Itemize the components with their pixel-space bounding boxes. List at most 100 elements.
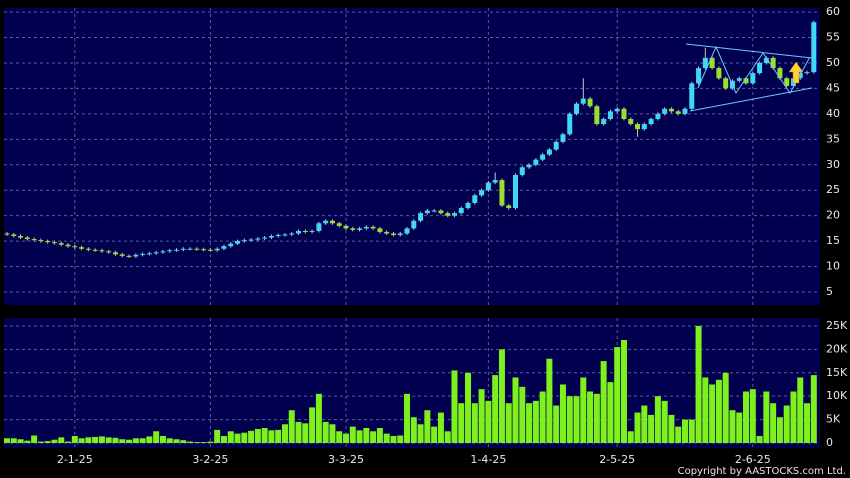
x-tick-label: 2-6-25: [735, 453, 771, 466]
candle-body: [682, 108, 688, 114]
candle-body: [594, 106, 600, 125]
candle-body: [323, 220, 329, 224]
candle-body: [248, 239, 254, 241]
candle-body: [262, 237, 268, 239]
volume-bar: [532, 400, 539, 443]
candle-body: [479, 190, 485, 196]
volume-bar: [315, 393, 322, 443]
volume-bar: [695, 325, 702, 443]
candle-body: [174, 249, 179, 251]
volume-bar: [71, 435, 78, 443]
volume-bar: [498, 349, 505, 443]
volume-bar: [465, 372, 472, 443]
volume-bar: [268, 430, 275, 443]
volume-bar: [804, 403, 811, 443]
volume-bar: [688, 419, 695, 443]
volume-bar: [132, 438, 139, 443]
volume-bar: [600, 361, 607, 443]
candle-body: [126, 255, 132, 257]
volume-bar: [227, 431, 234, 443]
volume-bar: [797, 377, 804, 443]
volume-bar: [437, 412, 444, 443]
candle-body: [370, 226, 376, 229]
volume-bar: [776, 417, 783, 443]
candle-body: [587, 98, 593, 107]
volume-bar: [682, 419, 688, 443]
volume-bar: [119, 439, 126, 443]
volume-bar: [736, 412, 743, 443]
y-tick-label: 50: [826, 56, 840, 69]
y-tick-label: 5K: [826, 413, 841, 426]
candle-body: [350, 228, 356, 230]
volume-bar: [105, 437, 112, 443]
y-tick-label: 25K: [826, 319, 848, 332]
candle-body: [499, 180, 505, 206]
candle-body: [546, 149, 552, 155]
candle-body: [770, 57, 776, 69]
volume-bar: [370, 431, 377, 443]
candle-body: [438, 210, 444, 214]
candle-body: [621, 108, 627, 119]
volume-bar: [98, 436, 105, 443]
candle-body: [58, 243, 64, 245]
candle-body: [553, 141, 559, 150]
candle-body: [38, 240, 44, 242]
price-panel: [4, 8, 820, 305]
volume-bar: [329, 424, 336, 443]
candle-body: [465, 202, 471, 209]
volume-bar: [668, 414, 675, 443]
volume-bar: [404, 393, 411, 443]
candle-body: [45, 241, 51, 243]
volume-bar: [424, 410, 431, 443]
arrow-icon: [788, 61, 804, 84]
candle-body: [343, 225, 349, 229]
volume-bar: [241, 432, 248, 443]
volume-bar: [559, 384, 566, 443]
x-tick-label: 1-4-25: [470, 453, 506, 466]
volume-bar: [51, 439, 58, 443]
candle-body: [804, 72, 810, 74]
candle-body: [336, 223, 342, 226]
volume-bar: [702, 377, 709, 443]
volume-bar: [85, 437, 92, 443]
y-tick-label: 20K: [826, 342, 848, 355]
candle-body: [18, 236, 24, 238]
x-tick-label: 3-3-25: [328, 453, 364, 466]
candle-body: [784, 78, 790, 86]
candle-body: [65, 244, 71, 247]
candle-body: [275, 235, 281, 237]
volume-bar: [512, 377, 519, 443]
candle-body: [716, 68, 722, 79]
candle-body: [614, 108, 620, 112]
candle-body: [363, 226, 369, 229]
candle-body: [777, 68, 783, 79]
volume-bar: [444, 431, 451, 443]
candle-body: [140, 253, 146, 255]
volume-bar: [492, 375, 499, 443]
volume-bar: [200, 442, 207, 443]
candle-body: [506, 205, 512, 209]
candle-body: [757, 62, 763, 74]
volume-bar: [139, 438, 146, 443]
candle-body: [418, 213, 424, 221]
y-tick-label: 55: [826, 31, 840, 44]
volume-bar: [390, 435, 397, 443]
candle-body: [235, 241, 241, 244]
volume-bar: [180, 440, 187, 443]
candle-body: [72, 246, 78, 248]
candle-body: [641, 124, 647, 130]
volume-bar: [336, 431, 343, 443]
volume-bar: [112, 437, 119, 443]
volume-bar: [410, 417, 417, 443]
candle-body: [574, 103, 580, 114]
volume-bar: [24, 440, 31, 443]
candle-body: [201, 249, 207, 251]
volume-bar: [248, 430, 255, 443]
volume-bar: [309, 407, 316, 443]
volume-bar: [654, 396, 661, 443]
candle-body: [723, 78, 729, 89]
candle-body: [214, 248, 220, 251]
candle-body: [296, 230, 302, 234]
volume-bar: [546, 358, 553, 443]
volume-bar: [661, 400, 668, 443]
